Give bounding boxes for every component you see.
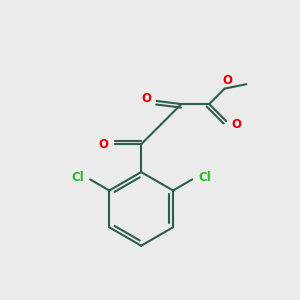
Text: O: O bbox=[222, 74, 232, 87]
Text: O: O bbox=[141, 92, 151, 104]
Text: O: O bbox=[232, 118, 242, 130]
Text: Cl: Cl bbox=[71, 172, 84, 184]
Text: O: O bbox=[99, 138, 109, 151]
Text: Cl: Cl bbox=[198, 172, 211, 184]
